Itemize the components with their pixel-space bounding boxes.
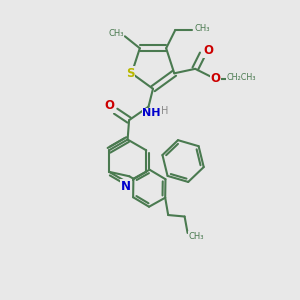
- Text: CH₂CH₃: CH₂CH₃: [227, 73, 256, 82]
- Text: O: O: [104, 99, 114, 112]
- Text: NH: NH: [142, 108, 161, 118]
- Text: N: N: [121, 180, 131, 193]
- Text: S: S: [126, 67, 134, 80]
- Text: CH₃: CH₃: [108, 29, 124, 38]
- Text: O: O: [211, 72, 220, 85]
- Text: CH₃: CH₃: [189, 232, 204, 241]
- Text: O: O: [204, 44, 214, 57]
- Text: H: H: [161, 106, 169, 116]
- Text: CH₃: CH₃: [194, 24, 210, 33]
